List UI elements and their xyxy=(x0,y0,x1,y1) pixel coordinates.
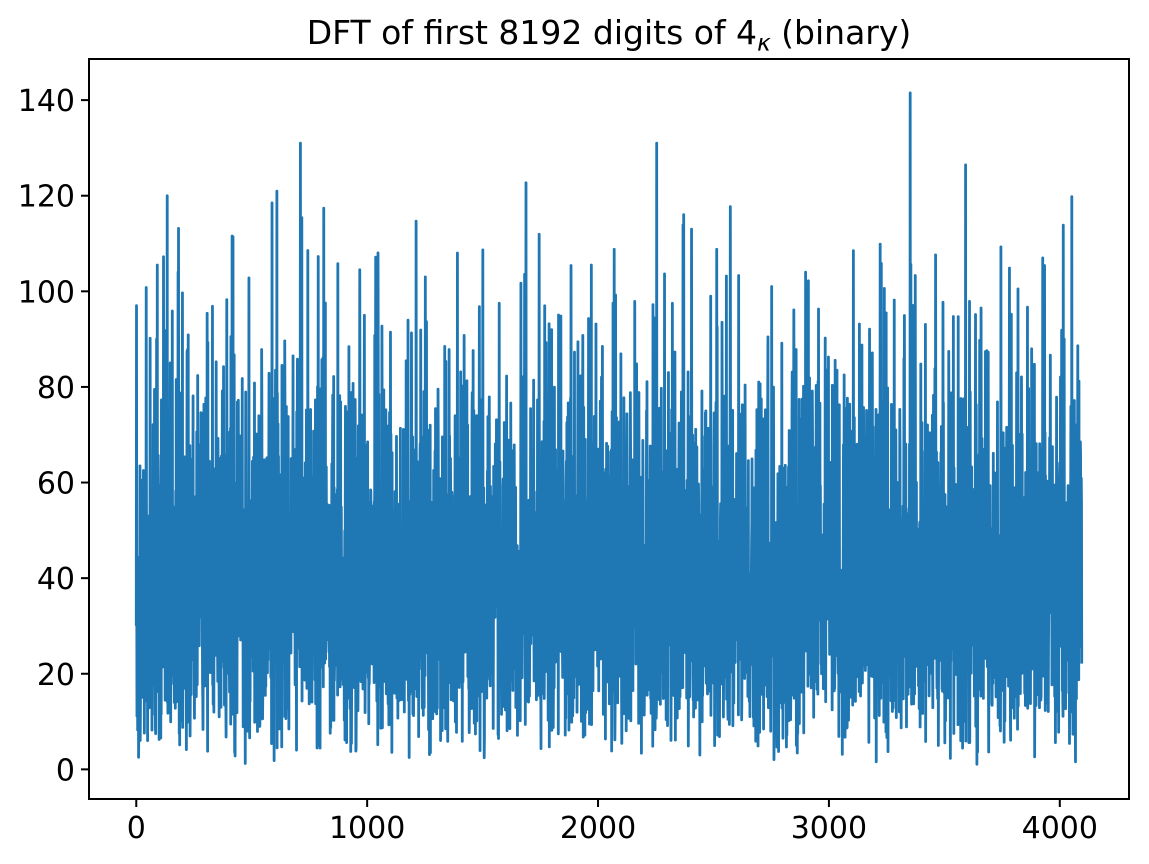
y-axis-tick-label: 40 xyxy=(37,562,75,597)
y-axis-tick-label: 60 xyxy=(37,467,75,502)
chart-title: DFT of first 8192 digits of 4κ (binary) xyxy=(89,13,1129,56)
y-axis-tick-label: 0 xyxy=(56,753,75,788)
x-axis-tick-label: 2000 xyxy=(560,811,636,846)
y-axis-tick-label: 100 xyxy=(18,275,75,310)
x-axis-tick-label: 4000 xyxy=(1022,811,1098,846)
y-axis-tick-label: 20 xyxy=(37,658,75,693)
plot-frame xyxy=(88,58,1130,800)
chart-title-prefix: DFT of first 8192 digits of 4 xyxy=(306,13,758,52)
x-axis-tick-label: 0 xyxy=(127,811,146,846)
x-axis-tick-label: 1000 xyxy=(329,811,405,846)
dft-magnitude-line xyxy=(134,91,1084,766)
y-axis-tick-label: 140 xyxy=(18,84,75,119)
y-axis-tick-label: 120 xyxy=(18,180,75,215)
x-axis-tick-label: 3000 xyxy=(791,811,867,846)
chart-title-suffix: (binary) xyxy=(770,13,912,52)
chart-title-subscript-kappa: κ xyxy=(757,30,771,57)
y-axis-tick-label: 80 xyxy=(37,371,75,406)
